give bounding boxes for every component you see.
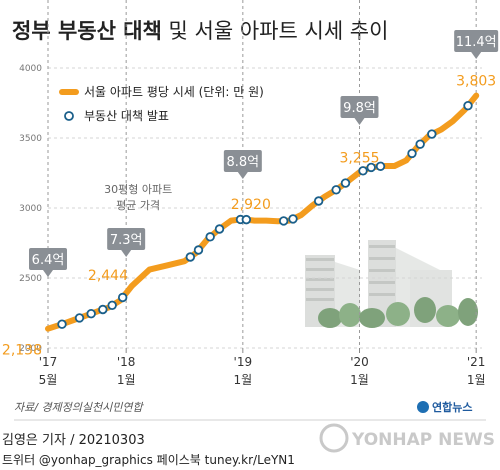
price-callout: 9.8억 xyxy=(340,96,379,125)
y-tick-labels: 2000 2500 3000 3500 4000 xyxy=(19,64,42,354)
callout-label: 6.4억 xyxy=(32,253,65,268)
callout-box xyxy=(454,30,499,52)
callout-note-line: 평균 가격 xyxy=(116,199,160,212)
price-series xyxy=(45,92,480,332)
price-callout: 6.4억 xyxy=(29,248,67,277)
policy-marker xyxy=(98,304,108,315)
x-tick-month: 1월 xyxy=(467,373,486,387)
policy-marker xyxy=(205,232,215,242)
watermark-icon xyxy=(319,423,349,453)
x-tick-year: '19 xyxy=(234,355,253,369)
callout-box xyxy=(29,248,67,270)
value-label: 3,255 xyxy=(339,150,379,166)
callout-label: 9.8억 xyxy=(343,101,376,116)
policy-markers xyxy=(57,100,473,329)
policy-marker xyxy=(278,216,289,226)
x-tick-year: '21 xyxy=(467,355,486,369)
price-callout: 11.4억 xyxy=(454,30,499,59)
y-tick-label: 2500 xyxy=(19,274,42,284)
policy-marker xyxy=(185,252,196,262)
source-text: 자료/ 경제정의실천시민연합 xyxy=(14,401,145,414)
policy-marker xyxy=(74,313,85,323)
policy-marker xyxy=(427,129,437,139)
yonhap-watermark: YONHAP NEWS xyxy=(319,423,495,453)
callout-box xyxy=(107,228,146,250)
policy-marker xyxy=(193,245,204,255)
legend-marker-swatch xyxy=(64,111,74,121)
callout-pointer xyxy=(354,118,365,125)
policy-marker xyxy=(340,178,351,188)
legend: 서울 아파트 평당 시세 (단위: 만 원) 부동산 대책 발표 xyxy=(59,85,264,123)
policy-marker xyxy=(241,214,252,225)
x-tick-month: 1월 xyxy=(350,373,369,387)
callout-pointer xyxy=(43,270,53,277)
policy-marker xyxy=(107,300,117,310)
x-tick-month: 1월 xyxy=(233,373,252,387)
yonhap-logo-icon xyxy=(417,401,429,413)
policy-marker xyxy=(375,161,386,171)
callout-label: 7.3억 xyxy=(110,233,143,248)
callout-pointer xyxy=(237,172,248,179)
x-tick-year: '18 xyxy=(117,355,136,369)
x-tick-month: 1월 xyxy=(117,373,136,387)
price-callout: 8.8억 xyxy=(223,150,262,179)
watermark-text: YONHAP NEWS xyxy=(351,430,495,450)
callout-pointer xyxy=(121,250,132,257)
buildings-illustration xyxy=(305,240,478,328)
policy-marker xyxy=(86,309,96,319)
chart-title-bold: 정부 부동산 대책 xyxy=(12,19,162,43)
callout-pointer xyxy=(471,52,482,59)
callout-box xyxy=(340,96,379,118)
policy-marker xyxy=(463,100,473,111)
social-text: 트위터 @yonhap_graphics 페이스북 tuney.kr/LeYN1 xyxy=(2,453,295,467)
policy-marker xyxy=(288,214,298,224)
policy-marker xyxy=(57,319,67,329)
policy-marker xyxy=(117,292,128,303)
x-tick-labels: '17 5월 '18 1월 '19 1월 '20 1월 '21 1월 xyxy=(39,348,486,387)
byline-text: 김영은 기자 / 20210303 xyxy=(2,433,145,448)
legend-label: 서울 아파트 평당 시세 (단위: 만 원) xyxy=(84,85,264,99)
policy-marker xyxy=(313,196,324,206)
x-tick-year: '17 xyxy=(39,355,58,369)
value-label: 3,803 xyxy=(456,74,496,90)
price-line xyxy=(45,92,480,332)
x-tick-year: '20 xyxy=(350,355,369,369)
y-tick-label: 4000 xyxy=(19,64,42,74)
value-label: 2,138 xyxy=(2,343,42,359)
y-gridlines xyxy=(48,67,482,349)
callout-box xyxy=(223,150,262,172)
chart-title-rest: 및 서울 아파트 시세 추이 xyxy=(162,19,389,43)
value-labels: 2,138 2,444 2,920 3,255 3,803 xyxy=(2,74,496,359)
policy-marker xyxy=(331,185,341,195)
policy-marker xyxy=(214,224,225,234)
value-label: 2,444 xyxy=(88,268,128,284)
brand-small: 연합뉴스 xyxy=(432,400,472,414)
y-tick-label: 2000 xyxy=(19,344,42,354)
callout-label: 8.8억 xyxy=(227,155,260,170)
yonhap-logo: 연합뉴스 xyxy=(417,400,472,414)
x-tick-month: 5월 xyxy=(39,373,58,387)
y-tick-label: 3500 xyxy=(19,134,42,144)
policy-marker xyxy=(407,148,417,159)
callout-label: 11.4억 xyxy=(456,35,497,50)
value-label: 2,920 xyxy=(231,197,271,213)
policy-marker xyxy=(366,162,376,173)
policy-marker xyxy=(358,166,368,176)
policy-marker xyxy=(415,139,425,149)
chart-title: 정부 부동산 대책 및 서울 아파트 시세 추이 xyxy=(12,19,388,43)
legend-label: 부동산 대책 발표 xyxy=(84,108,169,123)
y-tick-label: 3000 xyxy=(19,204,42,214)
callout-note-line: 30평형 아파트 xyxy=(104,183,172,196)
